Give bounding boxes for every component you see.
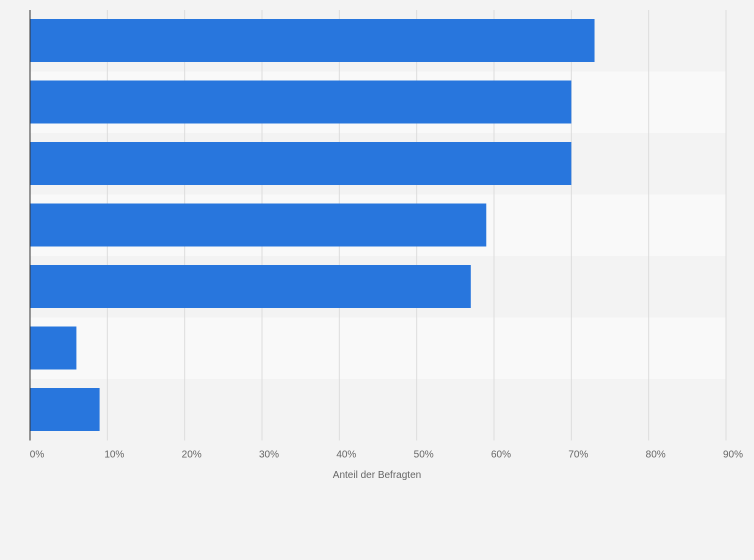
x-tick-label: 80% bbox=[646, 450, 666, 461]
x-tick-label: 50% bbox=[414, 450, 434, 461]
x-tick-label: 30% bbox=[259, 450, 279, 461]
bars bbox=[30, 19, 595, 431]
bar bbox=[30, 326, 77, 370]
bar bbox=[30, 19, 595, 62]
x-tick-label: 40% bbox=[336, 450, 356, 461]
bar bbox=[30, 80, 572, 124]
bar bbox=[30, 203, 487, 247]
x-axis-title: Anteil der Befragten bbox=[333, 470, 421, 481]
x-tick-label: 20% bbox=[182, 450, 202, 461]
x-tick-label: 60% bbox=[491, 450, 511, 461]
row-band bbox=[30, 379, 726, 441]
x-tick-label: 0% bbox=[30, 450, 45, 461]
x-tick-label: 90% bbox=[723, 450, 743, 461]
bar bbox=[30, 388, 100, 431]
x-tick-label: 10% bbox=[104, 450, 124, 461]
bar bbox=[30, 142, 572, 185]
x-tick-labels: 0% 10% 20% 30% 40% 50% 60% 70% 80% 90% bbox=[30, 450, 743, 461]
row-band bbox=[30, 317, 726, 379]
bar bbox=[30, 265, 471, 308]
x-tick-label: 70% bbox=[568, 450, 588, 461]
